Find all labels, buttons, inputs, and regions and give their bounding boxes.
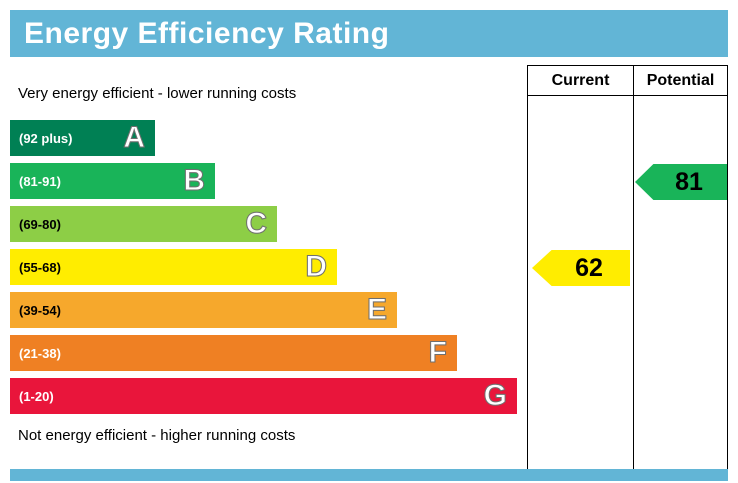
band-f: (21-38) F bbox=[10, 335, 457, 371]
band-range-label: (39-54) bbox=[19, 302, 61, 318]
bottom-bar bbox=[10, 469, 728, 481]
band-b: (81-91) B bbox=[10, 163, 215, 199]
energy-efficiency-chart: Very energy efficient - lower running co… bbox=[10, 65, 728, 481]
band-range-label: (92 plus) bbox=[19, 130, 73, 146]
band-a: (92 plus) A bbox=[10, 120, 155, 156]
band-range-label: (69-80) bbox=[19, 216, 61, 232]
band-letter: B bbox=[183, 164, 206, 198]
rating-bands: (92 plus) A (81-91) B (69-80) C (55-68) D (39-54… bbox=[10, 120, 517, 421]
band-d: (55-68) D bbox=[10, 249, 337, 285]
potential-rating-pointer: 81 bbox=[635, 164, 727, 200]
band-range-label: (1-20) bbox=[19, 388, 54, 404]
band-letter: F bbox=[428, 336, 447, 370]
potential-column: Potential 81 bbox=[633, 65, 728, 469]
band-e: (39-54) E bbox=[10, 292, 397, 328]
band-letter: D bbox=[305, 250, 328, 284]
band-letter: C bbox=[245, 207, 268, 241]
caption-efficient: Very energy efficient - lower running co… bbox=[18, 85, 297, 102]
current-column-header: Current bbox=[528, 66, 633, 96]
band-g: (1-20) G bbox=[10, 378, 517, 414]
caption-not-efficient: Not energy efficient - higher running co… bbox=[18, 427, 296, 444]
band-letter: E bbox=[366, 293, 387, 327]
epc-page: Energy Efficiency Rating Very energy eff… bbox=[10, 10, 728, 481]
band-range-label: (81-91) bbox=[19, 173, 61, 189]
band-letter: G bbox=[483, 379, 507, 413]
page-title: Energy Efficiency Rating bbox=[10, 10, 728, 57]
band-c: (69-80) C bbox=[10, 206, 277, 242]
potential-column-header: Potential bbox=[634, 66, 727, 96]
current-column: Current 62 bbox=[527, 65, 634, 469]
band-letter: A bbox=[123, 121, 146, 155]
band-range-label: (21-38) bbox=[19, 345, 61, 361]
current-rating-pointer: 62 bbox=[532, 250, 630, 286]
band-range-label: (55-68) bbox=[19, 259, 61, 275]
